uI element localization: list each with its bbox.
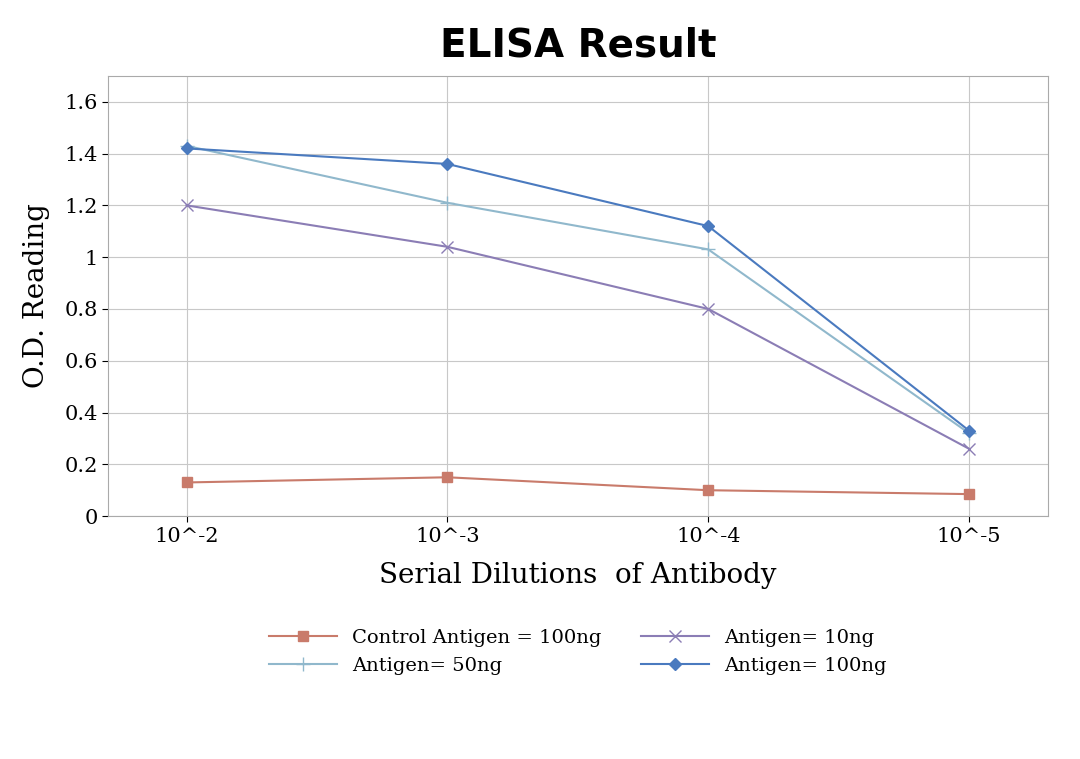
Antigen= 50ng	[962, 429, 975, 438]
Antigen= 50ng	[180, 141, 193, 150]
Line: Antigen= 10ng: Antigen= 10ng	[180, 199, 975, 455]
Antigen= 50ng	[702, 245, 715, 254]
Antigen= 100ng	[702, 222, 715, 231]
Line: Antigen= 100ng: Antigen= 100ng	[183, 144, 973, 435]
Antigen= 10ng	[702, 304, 715, 313]
Antigen= 50ng	[441, 198, 454, 207]
Antigen= 100ng	[180, 144, 193, 153]
Control Antigen = 100ng	[702, 486, 715, 495]
Antigen= 100ng	[441, 159, 454, 168]
Title: ELISA Result: ELISA Result	[440, 27, 716, 65]
Antigen= 10ng	[441, 242, 454, 251]
Line: Control Antigen = 100ng: Control Antigen = 100ng	[181, 472, 974, 499]
Control Antigen = 100ng	[180, 478, 193, 487]
Line: Antigen= 50ng: Antigen= 50ng	[179, 139, 976, 440]
Antigen= 10ng	[180, 201, 193, 210]
Y-axis label: O.D. Reading: O.D. Reading	[24, 203, 51, 389]
Control Antigen = 100ng	[962, 490, 975, 499]
Antigen= 100ng	[962, 426, 975, 435]
X-axis label: Serial Dilutions  of Antibody: Serial Dilutions of Antibody	[379, 562, 777, 589]
Legend: Control Antigen = 100ng, Antigen= 50ng, Antigen= 10ng, Antigen= 100ng: Control Antigen = 100ng, Antigen= 50ng, …	[261, 621, 894, 682]
Antigen= 10ng	[962, 444, 975, 453]
Control Antigen = 100ng	[441, 473, 454, 482]
